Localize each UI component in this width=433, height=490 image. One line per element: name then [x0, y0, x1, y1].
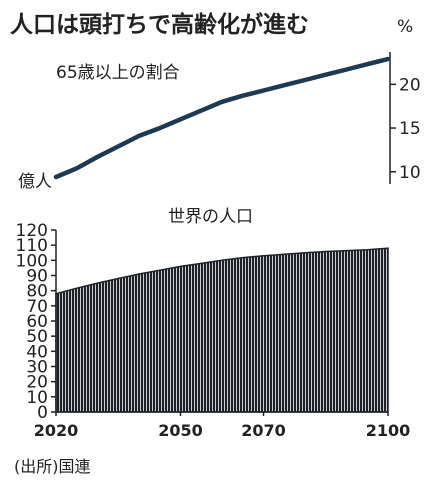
- area-chart-y-tick-label: 40: [26, 342, 48, 362]
- area-chart-y-tick-label: 100: [16, 251, 48, 271]
- area-chart-x-tick-label: 2100: [366, 421, 411, 440]
- area-series-label: 世界の人口: [168, 207, 253, 227]
- share-65-line-chart: 10 15 20: [53, 52, 421, 184]
- source-note: (出所)国連: [14, 457, 91, 476]
- area-chart-y-tick-label: 90: [26, 267, 48, 287]
- area-chart-y-tick-label: 60: [26, 312, 48, 332]
- area-chart-unit-label: 億人: [18, 172, 52, 192]
- line-series-label: 65歳以上の割合: [56, 63, 180, 83]
- area-chart-x-tick-label: 2020: [34, 421, 79, 440]
- area-chart-y-tick-label: 70: [26, 297, 48, 317]
- area-chart-y-tick-label: 30: [26, 358, 48, 378]
- area-chart-y-tick-label: 20: [26, 373, 48, 393]
- area-chart-y-tick-label: 10: [26, 388, 48, 408]
- area-chart-y-tick-label: 0: [37, 403, 48, 423]
- line-chart-y-tick-label: 10: [399, 163, 421, 183]
- line-chart-y-tick-label: 15: [399, 119, 421, 139]
- area-chart-x-tick-label: 2070: [241, 421, 286, 440]
- area-chart-y-tick-label: 120: [16, 221, 48, 241]
- line-series-65plus: [53, 56, 391, 180]
- chart-title: 人口は頭打ちで高齢化が進む: [10, 11, 309, 38]
- population-area: [55, 247, 389, 413]
- area-chart-x-tick-label: 2050: [158, 421, 203, 440]
- area-chart-y-tick-label: 50: [26, 327, 48, 347]
- line-chart-unit-label: %: [397, 17, 413, 37]
- area-chart-y-tick-label: 110: [16, 236, 48, 256]
- area-chart-y-tick-label: 80: [26, 282, 48, 302]
- line-chart-y-tick-label: 20: [399, 75, 421, 95]
